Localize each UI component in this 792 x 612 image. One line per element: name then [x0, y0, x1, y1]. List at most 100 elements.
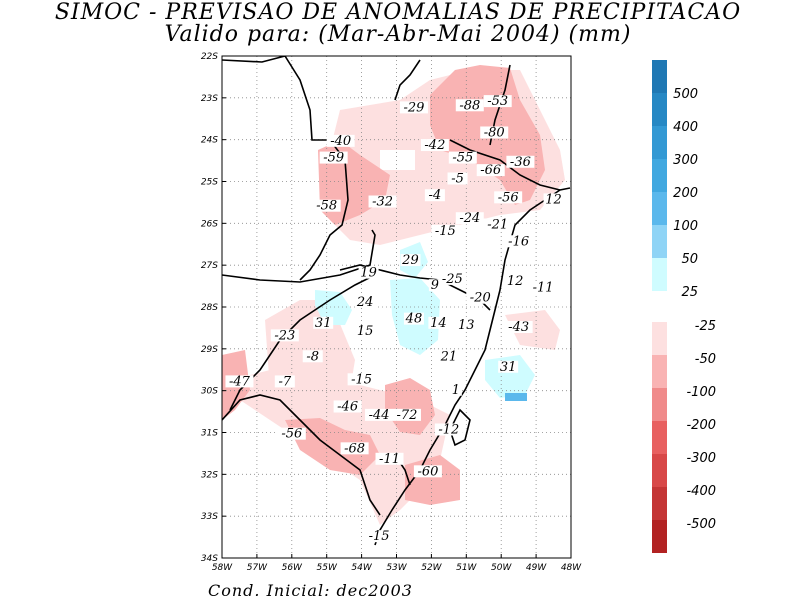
- value-label: -88: [459, 98, 480, 113]
- legend-swatch-positive: [652, 225, 667, 258]
- shade-positive-strong: [505, 393, 527, 401]
- value-label: 31: [500, 360, 517, 375]
- value-label-bg: [483, 95, 512, 108]
- lat-tick-label: 32S: [201, 470, 218, 480]
- value-label-bg: [434, 423, 463, 436]
- value-label-bg: [428, 279, 441, 292]
- legend-label-positive: 200: [673, 186, 698, 201]
- lon-tick-label: 58W: [212, 563, 233, 573]
- value-label: -15: [435, 224, 456, 239]
- map-title: SIMOC - PREVISAO DE ANOMALIAS DE PRECIPI…: [54, 0, 742, 25]
- lat-tick-label: 27S: [201, 261, 218, 271]
- lon-tick-label: 49W: [526, 563, 547, 573]
- value-label: -43: [508, 320, 529, 335]
- legend-swatch-negative: [652, 388, 667, 421]
- legend-swatch-positive: [652, 93, 667, 126]
- value-label-bg: [312, 199, 341, 212]
- value-label-bg: [368, 195, 397, 208]
- value-label-bg: [347, 373, 376, 386]
- border-rs-uruguay: [222, 394, 381, 516]
- value-label-bg: [480, 126, 509, 139]
- value-label: -12: [438, 423, 459, 438]
- legend-swatch-negative: [652, 487, 667, 520]
- value-label-bg: [494, 191, 523, 204]
- value-label-bg: [483, 218, 512, 231]
- value-label: 29: [401, 253, 419, 268]
- value-label-bg: [543, 193, 564, 206]
- lat-tick-label: 26S: [201, 219, 218, 229]
- value-label-bg: [355, 295, 376, 308]
- value-label: 12: [507, 274, 524, 289]
- value-labels: -29 -88 -53-80-40 -42-59 -55 -36-66-5-4 -56 12-…: [225, 94, 564, 544]
- value-label: -5: [451, 172, 464, 187]
- legend-label-positive: 25: [681, 285, 698, 300]
- legend-swatch-positive: [652, 60, 667, 93]
- value-label: -53: [487, 94, 508, 109]
- value-label: 12: [545, 192, 562, 207]
- legend-label-positive: 500: [673, 87, 698, 102]
- legend-label-negative: -50: [695, 352, 716, 367]
- lat-tick-label: 33S: [201, 512, 218, 522]
- value-label-bg: [399, 101, 428, 114]
- value-label: -32: [372, 195, 393, 210]
- legend-label-negative: -500: [686, 517, 716, 532]
- lat-tick-label: 22S: [201, 52, 218, 62]
- legend-swatch-positive: [652, 192, 667, 225]
- value-label: 13: [458, 318, 475, 333]
- value-label-bg: [504, 235, 533, 248]
- value-label-bg: [455, 99, 484, 112]
- value-label-bg: [476, 164, 505, 177]
- value-label-bg: [277, 427, 306, 440]
- legend-label-negative: -100: [686, 385, 716, 400]
- value-label-bg: [319, 151, 348, 164]
- value-label-bg: [438, 350, 459, 363]
- value-label-bg: [340, 442, 369, 455]
- value-label: 19: [360, 266, 377, 281]
- lon-tick-label: 50W: [491, 563, 512, 573]
- value-label-bg: [270, 329, 299, 342]
- value-label-bg: [455, 212, 484, 225]
- value-label-bg: [403, 312, 424, 325]
- map-subtitle: Valido para: (Mar-Abr-Mai 2004) (mm): [164, 22, 632, 47]
- legend-label-positive: 300: [673, 153, 698, 168]
- value-label-bg: [392, 408, 421, 421]
- value-label: -60: [417, 464, 438, 479]
- value-label-bg: [447, 172, 468, 185]
- lat-tick-label: 29S: [201, 345, 218, 355]
- value-label: -42: [424, 138, 445, 153]
- value-label: 24: [356, 295, 374, 310]
- lon-tick-label: 55W: [317, 563, 338, 573]
- value-label-bg: [413, 465, 442, 478]
- lon-tick-label: 53W: [386, 563, 407, 573]
- value-label-bg: [529, 281, 558, 294]
- value-label: -16: [508, 234, 529, 249]
- value-label-bg: [333, 400, 362, 413]
- value-label: -25: [442, 272, 463, 287]
- value-label-bg: [504, 321, 533, 334]
- value-label: -55: [452, 151, 473, 166]
- initial-condition-label: Cond. Inicial: dec2003: [208, 581, 413, 600]
- legend-swatch-negative: [652, 322, 667, 355]
- value-label: -56: [498, 190, 519, 205]
- value-label-bg: [428, 316, 449, 329]
- value-label-bg: [365, 530, 394, 543]
- legend-swatch-positive: [652, 126, 667, 159]
- value-label-bg: [466, 291, 495, 304]
- value-label: -7: [278, 374, 291, 389]
- legend-label-positive: 50: [681, 252, 698, 267]
- coastline: [374, 187, 571, 546]
- value-label: -24: [459, 211, 480, 226]
- lat-tick-label: 25S: [201, 178, 218, 188]
- value-label: -46: [337, 399, 358, 414]
- value-label-bg: [448, 151, 477, 164]
- lon-tick-label: 54W: [351, 563, 372, 573]
- value-label: 31: [315, 316, 332, 331]
- value-label: 48: [405, 312, 423, 327]
- legend-swatch-negative: [652, 454, 667, 487]
- value-label: -58: [316, 199, 337, 214]
- legend-swatch-negative: [652, 421, 667, 454]
- value-label-bg: [400, 254, 421, 267]
- lon-tick-label: 51W: [456, 563, 477, 573]
- axis-tick-labels: 58W 57W 56W 55W 54W 53W 52W 51W 50W 49W 48W 22S 23S 2…: [201, 52, 582, 573]
